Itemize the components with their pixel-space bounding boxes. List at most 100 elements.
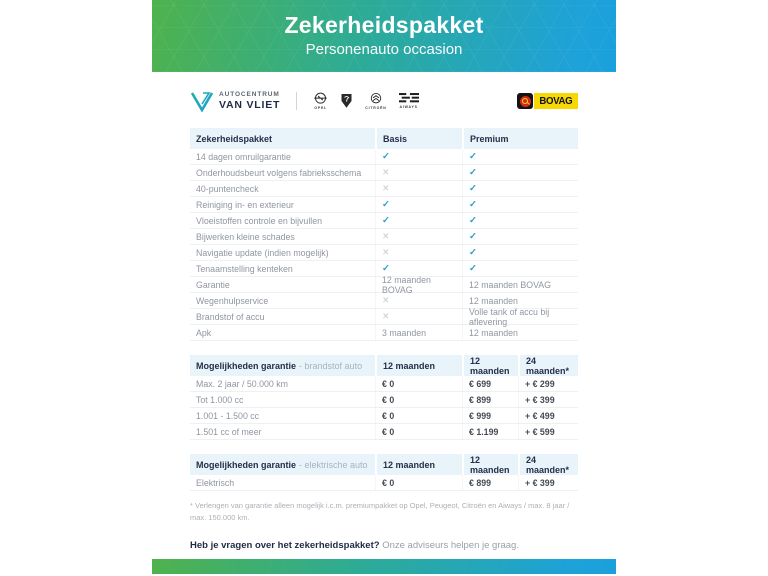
table-row: Tot 1.000 cc € 0 € 899 + € 399 xyxy=(190,392,578,408)
cross-icon: ✕ xyxy=(382,167,390,177)
question-normal: Onze adviseurs helpen je graag. xyxy=(382,539,519,551)
check-icon: ✓ xyxy=(469,247,477,258)
table-row: Bijwerken kleine schades ✕ ✓ xyxy=(190,229,578,245)
footer-strip xyxy=(152,559,616,574)
van-vliet-logo-icon xyxy=(190,91,214,112)
cell-value: 12 maanden xyxy=(469,327,518,338)
garantie-elektrisch-body: Elektrisch € 0 € 899 + € 399 xyxy=(190,475,578,491)
cell-value: 12 maanden BOVAG xyxy=(382,274,431,295)
table-row: Apk 3 maanden 12 maanden xyxy=(190,325,578,341)
logo-row: AUTOCENTRUM VAN VLIET OPEL xyxy=(190,86,578,116)
cross-icon: ✕ xyxy=(382,231,390,241)
check-icon: ✓ xyxy=(469,231,477,242)
cross-icon: ✕ xyxy=(382,311,390,321)
citroen-logo-icon: CITROËN xyxy=(365,92,386,110)
cell-value: Onderhoudsbeurt volgens fabrieksschema xyxy=(196,167,362,178)
garantie-elektrisch-table: Mogelijkheden garantie - elektrische auto… xyxy=(190,454,578,491)
premium-column-header: Premium xyxy=(462,128,578,149)
cross-icon: ✕ xyxy=(382,295,390,305)
garantie-elektrisch-subtitle: - elektrische auto xyxy=(299,459,368,470)
cell-value: + € 599 xyxy=(525,426,555,437)
page-title: Zekerheidspakket xyxy=(284,12,484,38)
cell-value: Volle tank of accu bij aflevering xyxy=(469,306,550,327)
check-icon: ✓ xyxy=(469,199,477,210)
cell-value: 1.001 - 1.500 cc xyxy=(196,410,260,421)
table-row: Wegenhulpservice ✕ 12 maanden xyxy=(190,293,578,309)
cell-value: Tenaamstelling kenteken xyxy=(196,263,293,274)
cell-value: € 899 xyxy=(469,394,492,405)
check-icon: ✓ xyxy=(469,167,477,178)
brand-logos: OPEL CITROËN xyxy=(313,92,419,110)
table-row: 14 dagen omruilgarantie ✓ ✓ xyxy=(190,149,578,165)
cell-value: Apk xyxy=(196,327,212,338)
cell-value: Navigatie update (indien mogelijk) xyxy=(196,247,329,258)
cross-icon: ✕ xyxy=(382,247,390,257)
table-row: Vloeistoffen controle en bijvullen ✓ ✓ xyxy=(190,213,578,229)
table-row: Elektrisch € 0 € 899 + € 399 xyxy=(190,475,578,491)
cell-value: Reiniging in- en exterieur xyxy=(196,199,294,210)
cell-value: 12 maanden BOVAG xyxy=(469,279,551,290)
basis-column-header: Basis xyxy=(375,128,462,149)
header-banner: Zekerheidspakket Personenauto occasion xyxy=(152,0,616,72)
cell-value: Brandstof of accu xyxy=(196,311,265,322)
table-row: Reiniging in- en exterieur ✓ ✓ xyxy=(190,197,578,213)
cell-value: € 699 xyxy=(469,378,492,389)
package-table-header: Zekerheidspakket Basis Premium xyxy=(190,128,578,149)
cell-value: + € 499 xyxy=(525,410,555,421)
cell-value: 14 dagen omruilgarantie xyxy=(196,151,291,162)
table-row: Tenaamstelling kenteken ✓ ✓ xyxy=(190,261,578,277)
cell-value: Bijwerken kleine schades xyxy=(196,231,295,242)
cell-value: Vloeistoffen controle en bijvullen xyxy=(196,215,323,226)
garantie-brandstof-subtitle: - brandstof auto xyxy=(299,360,363,371)
cell-value: € 899 xyxy=(469,477,492,488)
peugeot-logo-icon xyxy=(340,93,353,109)
cell-value: + € 399 xyxy=(525,477,555,488)
cell-value: € 0 xyxy=(382,378,395,389)
cell-value: € 1.199 xyxy=(469,426,499,437)
check-icon: ✓ xyxy=(469,151,477,162)
package-table-title: Zekerheidspakket xyxy=(196,133,273,144)
check-icon: ✓ xyxy=(382,199,390,210)
cross-icon: ✕ xyxy=(382,183,390,193)
citroen-label: CITROËN xyxy=(365,106,387,110)
check-icon: ✓ xyxy=(469,183,477,194)
check-icon: ✓ xyxy=(469,215,477,226)
bovag-logo: BOVAG xyxy=(517,93,578,109)
question-bold: Heb je vragen over het zekerheidspakket? xyxy=(190,539,380,551)
col-12-maanden-1: 12 maanden xyxy=(375,355,462,376)
check-icon: ✓ xyxy=(382,151,390,162)
cell-value: Garantie xyxy=(196,279,230,290)
col-12-maanden-2: 12 maanden xyxy=(462,454,518,475)
cell-value: € 0 xyxy=(382,410,395,421)
document-page: Zekerheidspakket Personenauto occasion A… xyxy=(152,0,616,576)
table-row: Brandstof of accu ✕ Volle tank of accu bij… xyxy=(190,306,578,327)
garantie-brandstof-title: Mogelijkheden garantie xyxy=(196,360,297,371)
garantie-elektrisch-header: Mogelijkheden garantie - elektrische auto… xyxy=(190,454,578,475)
col-24-maanden: 24 maanden* xyxy=(518,454,578,475)
check-icon: ✓ xyxy=(382,263,390,274)
check-icon: ✓ xyxy=(382,215,390,226)
table-row: 1.501 cc of meer € 0 € 1.199 + € 599 xyxy=(190,424,578,440)
aiways-logo-icon: AIWAYS xyxy=(398,93,419,109)
check-icon: ✓ xyxy=(469,263,477,274)
dealer-logo-top-label: AUTOCENTRUM xyxy=(219,91,280,99)
table-row: Garantie 12 maanden BOVAG 12 maanden BOVAG xyxy=(190,274,578,295)
cell-value: € 0 xyxy=(382,426,395,437)
col-24-maanden: 24 maanden* xyxy=(518,355,578,376)
table-row: Navigatie update (indien mogelijk) ✕ ✓ xyxy=(190,245,578,261)
package-table-body: 14 dagen omruilgarantie ✓ ✓ Onderhoudsbeurt… xyxy=(190,149,578,341)
cell-value: 1.501 cc of meer xyxy=(196,426,262,437)
package-table: Zekerheidspakket Basis Premium 14 dagen … xyxy=(190,128,578,341)
logo-divider xyxy=(296,92,298,110)
dealer-logo-name-label: VAN VLIET xyxy=(219,98,281,111)
page-subtitle: Personenauto occasion xyxy=(305,41,463,58)
bovag-label: BOVAG xyxy=(539,95,573,107)
cell-value: 40-puntencheck xyxy=(196,183,259,194)
table-row: 40-puntencheck ✕ ✓ xyxy=(190,181,578,197)
cell-value: Wegenhulpservice xyxy=(196,295,269,306)
table-row: 1.001 - 1.500 cc € 0 € 999 + € 499 xyxy=(190,408,578,424)
aiways-label: AIWAYS xyxy=(399,105,418,109)
question-line: Heb je vragen over het zekerheidspakket?… xyxy=(190,540,578,551)
garantie-elektrisch-title: Mogelijkheden garantie xyxy=(196,459,297,470)
garantie-brandstof-table: Mogelijkheden garantie - brandstof auto 1… xyxy=(190,355,578,440)
